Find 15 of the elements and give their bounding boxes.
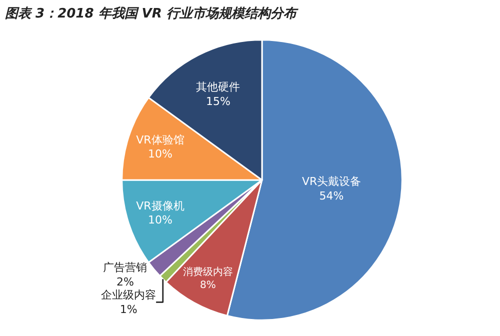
data-label: 8%: [200, 280, 216, 292]
data-label: 2%: [116, 276, 134, 289]
slice-label: 消费级内容: [182, 266, 233, 278]
chart-title: 图表 3：2018 年我国 VR 行业市场规模结构分布: [5, 6, 298, 22]
data-label: 10%: [148, 214, 172, 227]
slice-label: 其他硬件: [196, 80, 240, 94]
data-label: 1%: [120, 302, 138, 316]
data-label: 10%: [148, 148, 172, 161]
slice-label: VR摄像机: [136, 199, 184, 212]
slice-label: VR头戴设备: [302, 175, 362, 188]
slice-label: 广告营销: [103, 261, 148, 274]
data-label: 54%: [319, 189, 344, 202]
slice-label: 企业级内容: [101, 288, 156, 302]
slice-label: VR体验馆: [136, 133, 184, 146]
data-label: 15%: [206, 94, 230, 108]
